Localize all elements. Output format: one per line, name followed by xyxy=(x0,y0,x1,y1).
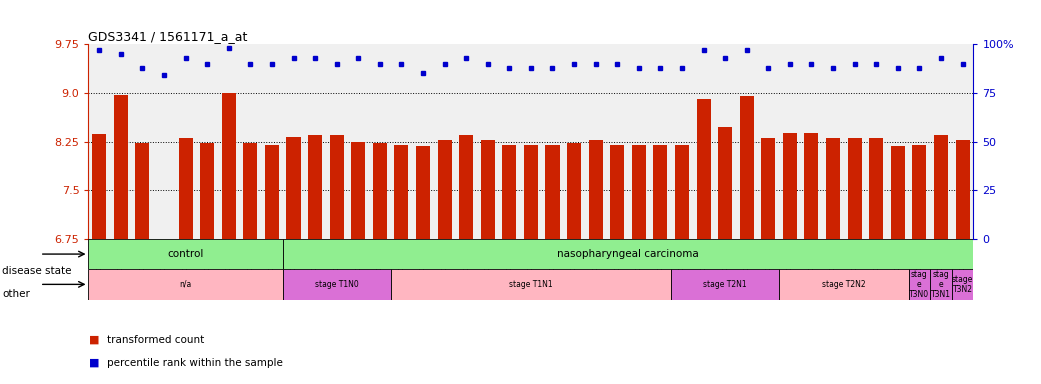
Bar xyxy=(912,145,926,239)
Text: stag
e
T3N0: stag e T3N0 xyxy=(910,270,930,299)
Text: ■: ■ xyxy=(88,335,99,345)
Text: nasopharyngeal carcinoma: nasopharyngeal carcinoma xyxy=(557,249,699,259)
Text: stage T2N2: stage T2N2 xyxy=(822,280,866,289)
Bar xyxy=(286,137,301,239)
Text: stage T2N1: stage T2N1 xyxy=(704,280,747,289)
Bar xyxy=(113,95,128,239)
Bar xyxy=(567,144,581,239)
Bar xyxy=(675,145,689,239)
Bar xyxy=(93,134,106,239)
Bar xyxy=(610,145,625,239)
Bar xyxy=(88,269,283,300)
Bar xyxy=(869,138,883,239)
Bar xyxy=(588,140,603,239)
Bar xyxy=(283,269,390,300)
Bar xyxy=(951,269,973,300)
Bar xyxy=(847,138,862,239)
Bar xyxy=(88,239,283,269)
Bar xyxy=(891,146,905,239)
Bar xyxy=(545,145,559,239)
Bar xyxy=(956,140,969,239)
Bar xyxy=(909,269,931,300)
Bar xyxy=(761,138,776,239)
Bar xyxy=(740,96,754,239)
Bar xyxy=(373,144,387,239)
Bar xyxy=(330,135,344,239)
Text: n/a: n/a xyxy=(179,280,192,289)
Text: GDS3341 / 1561171_a_at: GDS3341 / 1561171_a_at xyxy=(88,30,248,43)
Bar xyxy=(157,239,171,241)
Bar xyxy=(632,145,645,239)
Text: control: control xyxy=(168,249,204,259)
Bar xyxy=(481,140,494,239)
Text: transformed count: transformed count xyxy=(107,335,204,345)
Bar xyxy=(283,239,973,269)
Text: other: other xyxy=(2,289,30,299)
Text: percentile rank within the sample: percentile rank within the sample xyxy=(107,358,283,368)
Bar xyxy=(696,99,711,239)
Bar xyxy=(244,144,257,239)
Bar xyxy=(200,144,214,239)
Bar xyxy=(222,93,235,239)
Bar xyxy=(459,135,474,239)
Bar xyxy=(827,138,840,239)
Bar xyxy=(931,269,951,300)
Bar xyxy=(718,127,732,239)
Text: stage T1N1: stage T1N1 xyxy=(509,280,553,289)
Bar xyxy=(179,138,193,239)
Bar xyxy=(351,142,365,239)
Bar xyxy=(654,145,667,239)
Text: ■: ■ xyxy=(88,358,99,368)
Bar xyxy=(805,133,818,239)
Bar xyxy=(779,269,909,300)
Text: stage
T3N2: stage T3N2 xyxy=(951,275,973,294)
Bar xyxy=(934,135,948,239)
Bar xyxy=(264,145,279,239)
Text: disease state: disease state xyxy=(2,266,72,276)
Text: stag
e
T3N1: stag e T3N1 xyxy=(931,270,951,299)
Bar xyxy=(524,145,538,239)
Bar xyxy=(671,269,779,300)
Bar xyxy=(783,133,797,239)
Bar xyxy=(416,146,430,239)
Bar xyxy=(308,135,322,239)
Bar xyxy=(395,145,408,239)
Bar xyxy=(135,144,150,239)
Bar xyxy=(390,269,671,300)
Text: stage T1N0: stage T1N0 xyxy=(314,280,358,289)
Bar xyxy=(437,140,452,239)
Bar xyxy=(503,145,516,239)
